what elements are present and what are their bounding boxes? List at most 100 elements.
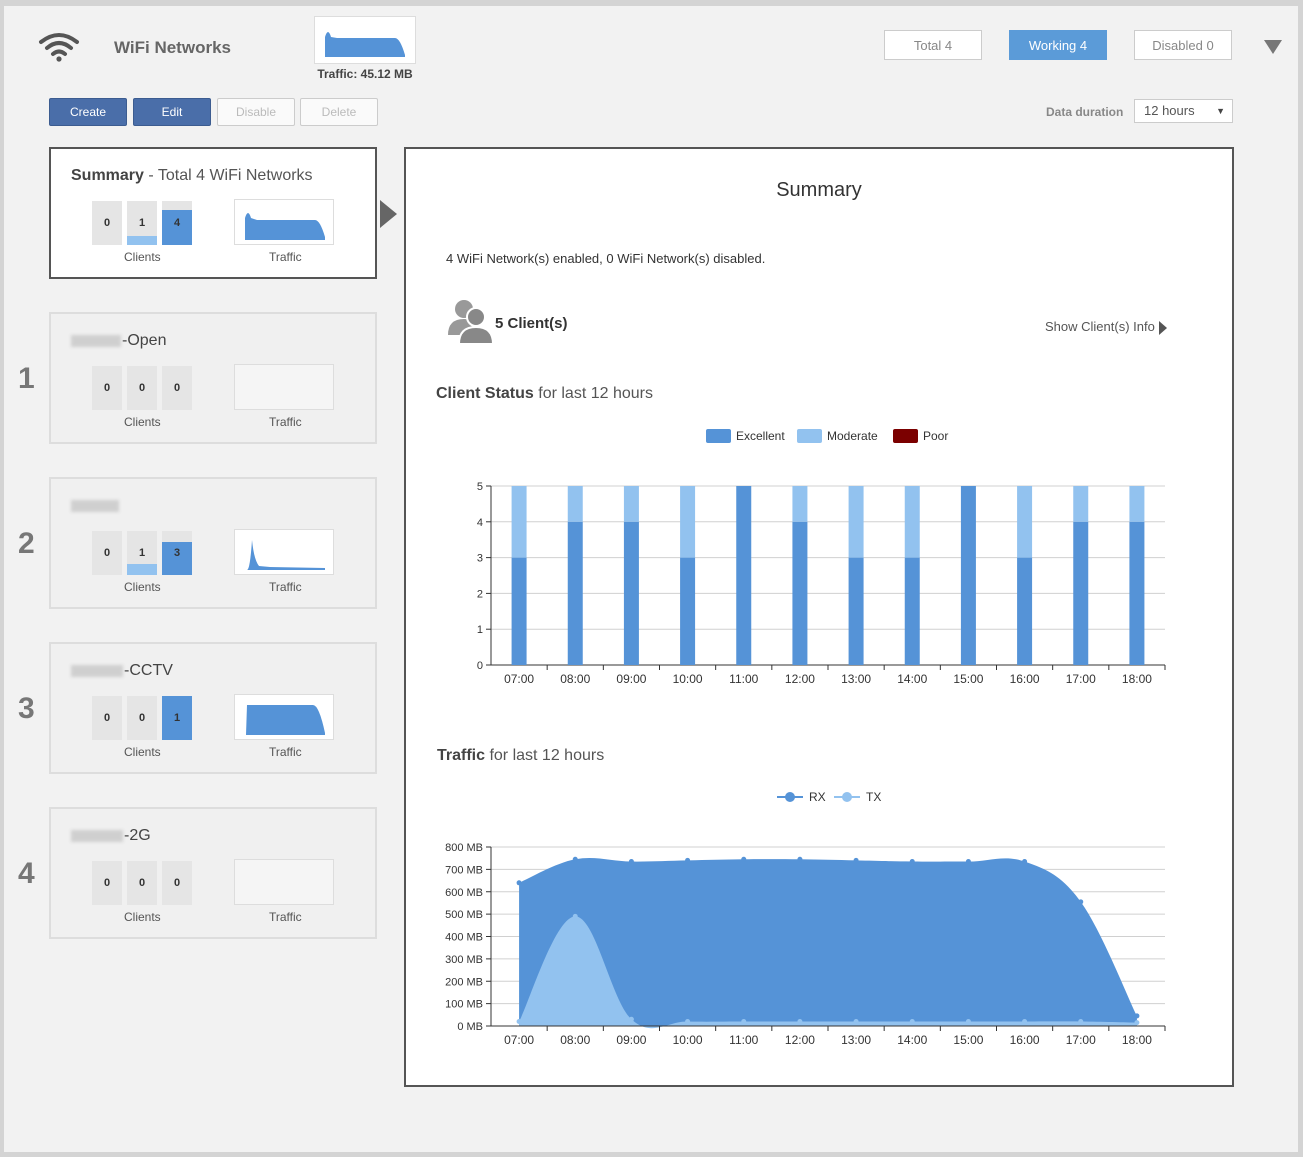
x-tick-label: 14:00 (897, 672, 927, 686)
point-tx (741, 1019, 747, 1025)
legend-label: Poor (923, 429, 948, 443)
network-name (71, 497, 120, 515)
disable-button[interactable]: Disable (217, 98, 295, 126)
y-tick-label: 300 MB (445, 954, 483, 966)
bar-excellent (567, 521, 583, 665)
collapse-caret-icon[interactable] (1264, 40, 1282, 54)
y-tick-label: 0 (477, 660, 483, 672)
traffic-label: Traffic (269, 745, 302, 759)
summary-title-rest: - Total 4 WiFi Networks (143, 167, 313, 184)
client-status-chart: Excellent Moderate Poor 0 1 2 3 4 5 07:00 08:00 09:… (477, 429, 1166, 686)
client-bar-excellent: 1 (162, 696, 192, 740)
data-duration-value: 12 hours (1144, 103, 1195, 118)
legend-label: Excellent (736, 429, 785, 443)
x-tick-label: 17:00 (1066, 672, 1096, 686)
x-tick-label: 09:00 (616, 1033, 646, 1047)
y-tick-label: 4 (477, 517, 483, 529)
bar-moderate (680, 486, 696, 558)
y-tick-label: 2 (477, 588, 483, 600)
client-bar-moderate: 0 (127, 696, 157, 740)
show-clients-info-link[interactable]: Show Client(s) Info (1045, 319, 1167, 335)
bar-excellent (960, 486, 976, 665)
point-rx (1022, 859, 1028, 865)
point-rx (628, 859, 634, 865)
bar-moderate (511, 486, 527, 558)
network-card-3[interactable]: -CCTV 0 0 1 Clients Traffic (49, 642, 377, 774)
selected-pointer-icon (380, 200, 397, 228)
traffic-sparkline (234, 859, 334, 905)
client-status-title: Client Status for last 12 hours (436, 385, 653, 402)
point-tx (853, 1019, 859, 1025)
y-tick-label: 200 MB (445, 976, 483, 988)
x-tick-label: 17:00 (1066, 1033, 1096, 1047)
bar-moderate (1073, 486, 1089, 522)
x-tick-label: 14:00 (897, 1033, 927, 1047)
y-tick-label: 5 (477, 481, 483, 493)
x-tick-label: 15:00 (953, 672, 983, 686)
bar-moderate (848, 486, 864, 558)
clients-label: Clients (124, 250, 161, 264)
point-tx (572, 913, 578, 919)
client-bar-poor: 0 (92, 861, 122, 905)
create-button[interactable]: Create (49, 98, 127, 126)
legend-swatch (893, 429, 918, 443)
x-tick-label: 16:00 (1010, 672, 1040, 686)
bar-moderate (904, 486, 920, 558)
filter-disabled-button[interactable]: Disabled 0 (1134, 30, 1232, 60)
bar-excellent (904, 557, 920, 665)
network-card-2[interactable]: 0 1 3 Clients Traffic (49, 477, 377, 609)
y-tick-label: 100 MB (445, 999, 483, 1011)
traffic-chart: RX TX 0 MB 100 MB 200 MB 300 MB 400 MB 500 MB 60… (445, 790, 1166, 1047)
client-bar-moderate: 0 (127, 861, 157, 905)
legend-label: Moderate (827, 429, 878, 443)
network-card-4[interactable]: -2G 0 0 0 Clients Traffic (49, 807, 377, 939)
data-duration-select[interactable]: 12 hours ▼ (1134, 99, 1233, 123)
network-name: -Open (71, 332, 166, 350)
y-tick-label: 3 (477, 553, 483, 565)
x-tick-label: 08:00 (560, 1033, 590, 1047)
filter-working-button[interactable]: Working 4 (1009, 30, 1107, 60)
network-number: 1 (18, 362, 35, 395)
users-icon (448, 300, 495, 345)
bar-excellent (1073, 521, 1089, 665)
bar-excellent (511, 557, 527, 665)
traffic-label: Traffic (269, 580, 302, 594)
edit-button[interactable]: Edit (133, 98, 211, 126)
point-rx (965, 859, 971, 865)
wifi-icon (39, 33, 79, 62)
point-rx (572, 856, 578, 862)
filter-total-button[interactable]: Total 4 (884, 30, 982, 60)
clients-label: Clients (124, 580, 161, 594)
area-rx (519, 858, 1137, 1026)
network-number: 3 (18, 692, 35, 725)
network-card-1[interactable]: -Open 0 0 0 Clients Traffic (49, 312, 377, 444)
x-tick-label: 15:00 (953, 1033, 983, 1047)
summary-card-title: Summary - Total 4 WiFi Networks (71, 167, 313, 185)
bar-moderate (1129, 486, 1145, 522)
x-tick-label: 10:00 (673, 672, 703, 686)
delete-button[interactable]: Delete (300, 98, 378, 126)
client-bar-excellent: 0 (162, 861, 192, 905)
point-rx (685, 857, 691, 863)
area-tx (519, 916, 1137, 1029)
point-rx (909, 859, 915, 865)
bar-excellent (1129, 521, 1145, 665)
summary-card[interactable]: Summary - Total 4 WiFi Networks 0 1 4 Cl… (49, 147, 377, 279)
point-rx (1078, 899, 1084, 905)
point-tx (965, 1019, 971, 1025)
traffic-sparkline (234, 199, 334, 245)
bar-excellent (736, 486, 752, 665)
point-tx (1022, 1019, 1028, 1025)
client-bar-moderate: 0 (127, 366, 157, 410)
traffic-sparkline (234, 694, 334, 740)
client-bar-moderate: 1 (127, 531, 157, 575)
x-tick-label: 18:00 (1122, 1033, 1152, 1047)
x-tick-label: 12:00 (785, 1033, 815, 1047)
total-traffic-thumbnail (314, 16, 416, 64)
y-tick-label: 800 MB (445, 842, 483, 854)
y-tick-label: 600 MB (445, 887, 483, 899)
app-title: WiFi Networks (114, 38, 231, 57)
traffic-label: Traffic (269, 910, 302, 924)
bar-excellent (623, 521, 639, 665)
y-tick-label: 500 MB (445, 909, 483, 921)
